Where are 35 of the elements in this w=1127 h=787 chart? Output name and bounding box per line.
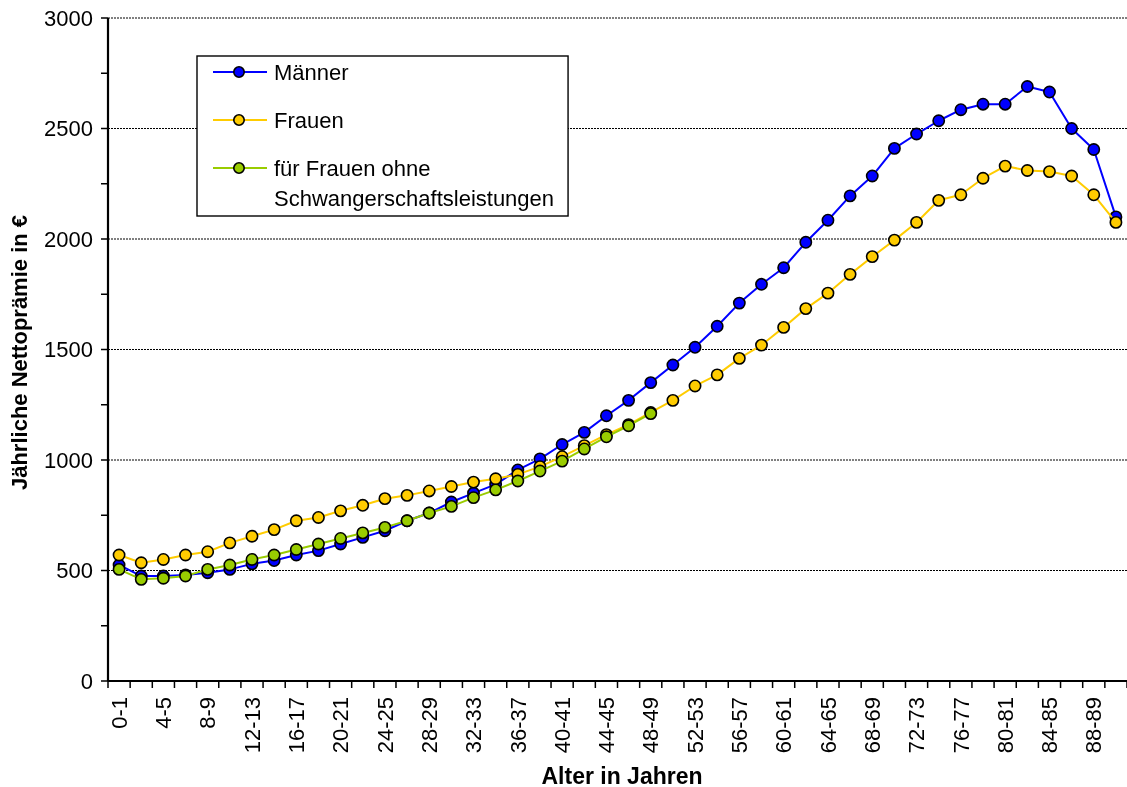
y-axis-title: Jährliche Nettoprämie in €: [7, 214, 32, 491]
x-tick-label: 24-25: [372, 697, 398, 754]
y-tick-label: 500: [56, 558, 93, 584]
y-tick-label: 2000: [44, 226, 93, 252]
y-tick-label: 2500: [44, 116, 93, 142]
x-tick-label: 32-33: [461, 697, 487, 754]
y-tick-label: 3000: [44, 5, 93, 31]
x-tick-label: 40-41: [549, 697, 575, 754]
x-tick-label: 64-65: [815, 697, 841, 754]
x-tick-label: 0-1: [106, 697, 132, 729]
legend-label: Männer: [274, 59, 349, 85]
x-tick-label: 36-37: [505, 697, 531, 754]
x-tick-label: 12-13: [239, 697, 265, 754]
x-tick-label: 56-57: [727, 697, 753, 754]
x-tick-label: 8-9: [195, 697, 221, 729]
y-tick-label: 0: [80, 668, 93, 694]
y-tick-label: 1500: [44, 337, 93, 363]
x-tick-label: 88-89: [1081, 697, 1107, 754]
y-tick-label: 1000: [44, 447, 93, 473]
x-tick-label: 72-73: [904, 697, 930, 754]
x-tick-label: 4-5: [151, 697, 177, 729]
x-tick-label: 16-17: [283, 697, 309, 754]
x-tick-label: 52-53: [682, 697, 708, 754]
x-tick-label: 68-69: [859, 697, 885, 754]
x-tick-label: 84-85: [1037, 697, 1063, 754]
legend-label: für Frauen ohne Schwangerschaftsleistungen: [274, 155, 555, 211]
x-tick-label: 60-61: [771, 697, 797, 754]
legend-label: Frauen: [274, 107, 344, 133]
x-tick-label: 48-49: [638, 697, 664, 754]
x-tick-label: 20-21: [328, 697, 354, 754]
x-tick-label: 76-77: [948, 697, 974, 754]
x-tick-label: 44-45: [594, 697, 620, 754]
x-axis-title: Alter in Jahren: [541, 763, 703, 787]
x-tick-label: 28-29: [416, 697, 442, 754]
x-tick-label: 80-81: [992, 697, 1018, 754]
